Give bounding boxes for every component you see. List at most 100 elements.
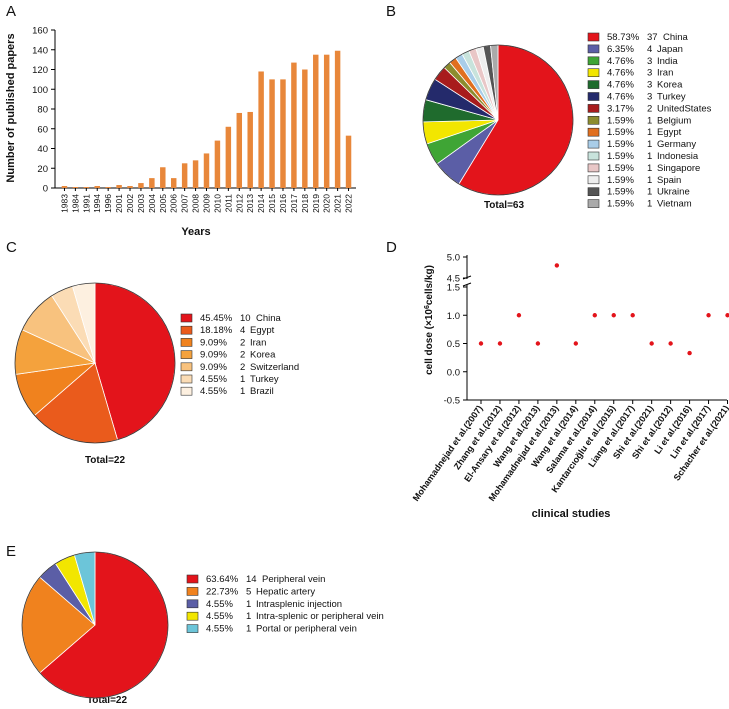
panel-e-legend-swatch [186, 624, 199, 633]
panel-b-legend-label: Egypt [657, 127, 682, 138]
panel-label-c: C [6, 239, 17, 256]
panel-d-point [478, 341, 484, 346]
panel-d-x-axis-label: clinical studies [532, 508, 611, 520]
panel-b-legend-pct: 1.59% [607, 187, 634, 198]
panel-d-y-label-part: cell dose (×10 [424, 309, 435, 375]
panel-b-legend-pct: 1.59% [607, 163, 634, 174]
panel-e-legend-count: 1 [246, 624, 251, 635]
panel-b-legend-swatch [587, 44, 600, 54]
panel-a-x-tick-label: 2012 [234, 194, 244, 213]
panel-c-legend-count: 2 [240, 337, 245, 348]
panel-e-legend-swatch [186, 574, 199, 584]
panel-d-y-tick-label: 0.5 [447, 339, 460, 350]
panel-a-bar [160, 167, 166, 188]
panel-e-legend-swatch [186, 587, 199, 596]
panel-b-legend-pct: 1.59% [607, 199, 634, 210]
panel-e-outline [21, 551, 169, 699]
panel-b-legend-count: 3 [647, 56, 652, 67]
panel-a-x-tick-label: 1994 [92, 194, 102, 213]
panel-c-legend-label: Turkey [250, 374, 279, 385]
panel-d-x-tick-label: Mohamadnejad et al.(2007) [411, 403, 485, 503]
panel-a-bar [269, 79, 275, 188]
panel-c-legend-count: 10 [240, 313, 251, 324]
panel-b-legend-count: 3 [647, 68, 652, 79]
panel-c-legend-label: Brazil [250, 386, 274, 397]
panel-a-x-tick-label: 1984 [70, 194, 80, 213]
panel-a-y-tick-label: 140 [32, 45, 48, 56]
panel-c-legend-swatch [180, 338, 193, 347]
panel-a-y-axis-label: Number of published papers [5, 33, 17, 182]
panel-d-y-label-part: cells/kg) [424, 265, 435, 305]
panel-c-legend-swatch [180, 350, 193, 359]
panel-b-legend-pct: 1.59% [607, 139, 634, 150]
panel-d-y-tick-label: 1.0 [447, 311, 460, 322]
panel-b-legend-swatch [587, 163, 600, 173]
panel-b-legend-count: 1 [647, 187, 652, 198]
panel-b-legend-pct: 58.73% [607, 32, 640, 43]
panel-a-bar [83, 187, 90, 188]
panel-d-point [725, 313, 729, 318]
panel-a-x-tick-label: 2003 [136, 194, 146, 213]
panel-b-legend-count: 1 [647, 175, 652, 186]
panel-a-x-tick-label: 2011 [223, 194, 233, 213]
panel-c-legend-swatch [180, 362, 193, 372]
panel-a-x-tick-label: 2009 [202, 194, 212, 213]
panel-c-legend-pct: 4.55% [200, 374, 227, 385]
panel-b-legend-swatch [587, 199, 600, 208]
panel-b-legend-label: Germany [657, 139, 696, 150]
panel-label-e: E [6, 543, 16, 560]
panel-b-legend-count: 4 [647, 44, 652, 55]
panel-b-legend-swatch [587, 92, 600, 101]
panel-c-legend-pct: 18.18% [200, 325, 233, 336]
panel-e-legend-pct: 4.55% [206, 599, 233, 610]
panel-b-legend-label: Singapore [657, 163, 700, 174]
panel-a-bar [334, 50, 341, 188]
panel-e-legend-count: 1 [246, 611, 251, 622]
panel-a-bar [72, 187, 79, 188]
panel-a-x-tick-label: 1983 [59, 194, 69, 213]
panel-e-legend-count: 14 [246, 574, 257, 585]
panel-b-legend-label: Vietnam [657, 199, 692, 210]
panel-c-outline [14, 282, 176, 444]
panel-b-legend-count: 3 [647, 92, 652, 103]
panel-e-legend-label: Hepatic artery [256, 586, 315, 597]
panel-c-legend-pct: 9.09% [200, 362, 227, 373]
panel-b-legend-count: 2 [647, 103, 652, 114]
panel-a-x-tick-label: 2022 [344, 194, 354, 213]
panel-a-x-tick-label: 2008 [191, 194, 201, 213]
panel-b-legend-swatch [587, 139, 600, 149]
panel-d-point [497, 341, 503, 346]
panel-b-total-label: Total=63 [484, 200, 525, 211]
panel-e-legend-pct: 63.64% [206, 574, 239, 585]
panel-b-legend-pct: 3.17% [607, 103, 634, 114]
panel-a-y-tick-label: 160 [32, 26, 48, 37]
panel-b-legend-swatch [587, 127, 600, 137]
panel-a-bar [105, 187, 111, 188]
panel-b-legend-pct: 4.76% [607, 68, 634, 79]
panel-a-y-tick-label: 80 [37, 105, 48, 116]
panel-b-outline [422, 44, 574, 196]
panel-c-legend-swatch [180, 386, 193, 396]
panel-a-x-tick-label: 1996 [103, 194, 113, 213]
panel-d-axis-break-mark [462, 282, 472, 287]
panel-a-y-tick-label: 60 [37, 124, 48, 135]
panel-a-bar [236, 112, 243, 188]
panel-a-y-tick-label: 20 [37, 164, 48, 175]
panel-c-legend-count: 2 [240, 362, 245, 373]
panel-b-legend-count: 1 [647, 139, 652, 150]
panel-a-bar [345, 135, 352, 188]
panel-d-y-tick-label: 1.5 [447, 283, 460, 294]
panel-a-bar-chart: Number of published papers Years 0 20 40 60… [5, 26, 356, 238]
panel-a-bar [116, 185, 122, 188]
panel-b-legend-swatch [587, 32, 600, 42]
panel-a-bar [203, 153, 210, 188]
panel-e-legend-pct: 4.55% [206, 624, 233, 635]
panel-d-y-tick-label: 4.5 [447, 274, 460, 285]
panel-b-legend-swatch [587, 187, 600, 196]
panel-a-x-tick-label: 2006 [169, 194, 179, 213]
panel-a-bar [247, 111, 253, 188]
panel-d-point [649, 341, 654, 346]
panel-b-legend-label: Ukraine [657, 187, 690, 198]
panel-c-legend-label: Egypt [250, 325, 275, 336]
